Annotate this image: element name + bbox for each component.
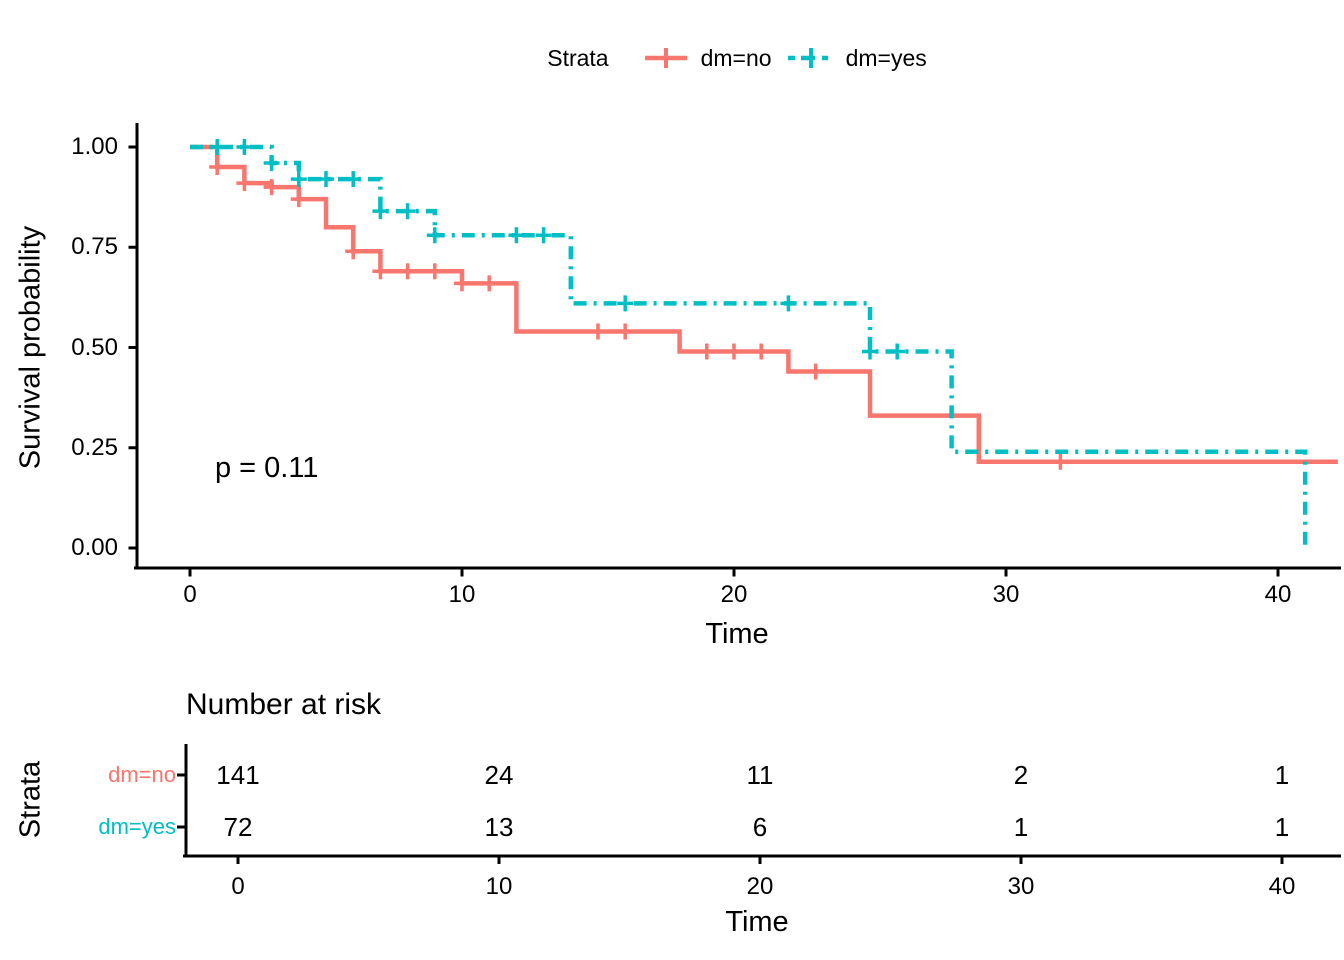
legend-item-dm-yes: dm=yes xyxy=(786,45,927,72)
risk-count-dm-no-t0: 141 xyxy=(216,760,260,790)
y-tick-label-0.25: 0.25 xyxy=(71,434,118,461)
risk-row-label-dm-yes: dm=yes xyxy=(98,814,176,839)
x-tick-label-40: 40 xyxy=(1264,581,1292,608)
y-tick-label-1.00: 1.00 xyxy=(71,133,118,160)
risk-count-dm-no-t40: 1 xyxy=(1274,760,1290,790)
legend-key-solid-line-icon xyxy=(644,48,687,68)
series-curve-dm-no xyxy=(190,144,1338,465)
risk-count-dm-yes-t30: 1 xyxy=(1013,812,1029,842)
y-tick-label-0.00: 0.00 xyxy=(71,534,118,561)
risk-x-tick-label-40: 40 xyxy=(1268,873,1296,900)
x-tick-label-0: 0 xyxy=(183,581,197,608)
risk-count-dm-yes-t10: 13 xyxy=(484,812,514,842)
legend: Strata dm=no dm=yes xyxy=(137,40,1337,76)
risk-row-label-dm-no: dm=no xyxy=(108,762,176,787)
risk-x-tick-label-20: 20 xyxy=(746,873,774,900)
y-tick-label-0.75: 0.75 xyxy=(71,233,118,260)
legend-key-dashdot-line-icon xyxy=(787,48,832,68)
legend-title: Strata xyxy=(547,44,609,71)
risk-count-dm-no-t10: 24 xyxy=(484,760,514,790)
risk-x-tick-label-30: 30 xyxy=(1007,873,1035,900)
risk-table-title: Number at risk xyxy=(186,688,382,721)
x-axis-title: Time xyxy=(705,618,769,650)
risk-table-axis-title: Strata xyxy=(14,760,47,839)
x-tick-label-20: 20 xyxy=(720,581,748,608)
censor-marks-dm-yes xyxy=(209,139,906,360)
y-axis-title: Survival probability xyxy=(14,225,47,470)
p-value-annotation: p = 0.11 xyxy=(215,452,319,484)
legend-item-dm-no: dm=no xyxy=(643,45,772,72)
x-tick-label-10: 10 xyxy=(448,581,476,608)
risk-count-dm-yes-t0: 72 xyxy=(223,812,253,842)
main-axes xyxy=(128,123,1341,577)
risk-count-dm-yes-t40: 1 xyxy=(1274,812,1290,842)
y-tick-label-0.50: 0.50 xyxy=(71,334,118,361)
risk-table-x-axis-title: Time xyxy=(725,906,789,938)
risk-count-dm-yes-t20: 6 xyxy=(752,812,768,842)
series-curve-dm-yes xyxy=(190,144,1308,548)
risk-table-axes xyxy=(177,744,1341,864)
risk-x-tick-label-10: 10 xyxy=(485,873,513,900)
legend-label-dm-yes: dm=yes xyxy=(845,44,927,71)
risk-count-dm-no-t30: 2 xyxy=(1013,760,1029,790)
legend-label-dm-no: dm=no xyxy=(700,44,772,71)
x-tick-label-30: 30 xyxy=(992,581,1020,608)
risk-count-dm-no-t20: 11 xyxy=(746,760,774,790)
censor-marks-dm-no xyxy=(209,159,1069,470)
risk-x-tick-label-0: 0 xyxy=(231,873,245,900)
